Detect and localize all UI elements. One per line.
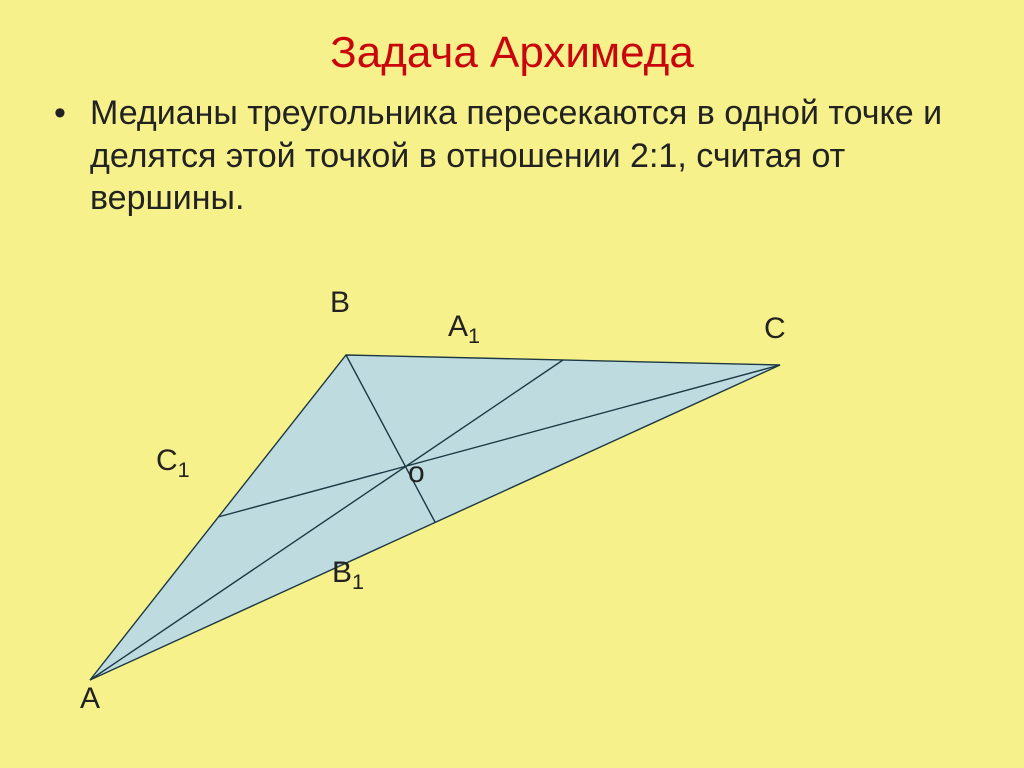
label-B1: В1 bbox=[332, 556, 364, 595]
label-A1: А1 bbox=[448, 310, 480, 349]
diagram-svg bbox=[0, 280, 1024, 710]
slide: Задача Архимеда •Медианы треугольника пе… bbox=[0, 0, 1024, 768]
bullet-glyph: • bbox=[54, 92, 90, 135]
label-A: А bbox=[80, 682, 100, 721]
slide-title: Задача Архимеда bbox=[0, 0, 1024, 78]
label-B: В bbox=[330, 286, 350, 325]
body-text-content: Медианы треугольника пересекаются в одно… bbox=[90, 94, 942, 217]
label-O: о bbox=[408, 456, 425, 495]
label-C1: С1 bbox=[156, 444, 190, 483]
slide-body: •Медианы треугольника пересекаются в одн… bbox=[0, 78, 1024, 220]
medians-diagram: А В С А1 В1 С1 о bbox=[0, 280, 1024, 710]
label-C: С bbox=[764, 312, 786, 351]
